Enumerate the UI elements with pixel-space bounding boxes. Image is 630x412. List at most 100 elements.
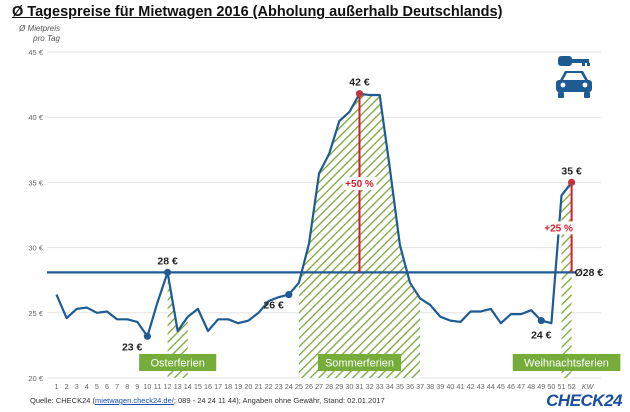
holiday-label-bg <box>317 354 402 371</box>
x-tick-label: 47 <box>517 382 525 391</box>
x-tick-label: 11 <box>154 382 161 391</box>
x-tick-label: 13 <box>174 382 182 391</box>
delta-label: +50 % <box>345 179 374 190</box>
x-tick-label: 31 <box>356 382 364 391</box>
x-tick-label: 38 <box>426 382 434 391</box>
x-tick-label: 35 <box>396 382 404 391</box>
holiday-labels: Osterferien Sommerferien Weihnachtsferien <box>139 354 621 371</box>
x-tick-label: 42 <box>467 382 475 391</box>
data-label: 26 € <box>263 300 284 312</box>
x-tick-label: 34 <box>386 382 394 391</box>
x-tick-label: 9 <box>135 382 139 391</box>
x-tick-label: 3 <box>75 382 79 391</box>
data-point-marker <box>355 90 364 98</box>
y-axis-label: Ø Mietpreis pro Tag <box>8 24 60 44</box>
data-point-marker <box>568 178 576 186</box>
data-label: 28 € <box>157 255 178 267</box>
source-link[interactable]: mietwagen.check24.de/ <box>95 396 174 405</box>
x-tick-label: 32 <box>366 382 374 391</box>
annotations: 23 € 28 € 26 € 42 € 24 € 35 € <box>122 77 582 354</box>
key-icon <box>558 56 590 66</box>
x-tick-label: 20 <box>244 382 252 391</box>
data-label: 23 € <box>122 341 143 353</box>
y-axis-label-line2: pro Tag <box>33 34 60 43</box>
x-tick-label: 12 <box>164 382 172 391</box>
holiday-label: Osterferien <box>150 358 204 370</box>
x-tick-label: 48 <box>527 382 535 391</box>
source-note: Quelle: CHECK24 (mietwagen.check24.de/; … <box>30 396 385 405</box>
x-tick-label: 51 <box>558 382 566 391</box>
x-tick-label: 39 <box>436 382 444 391</box>
x-tick-label: 16 <box>204 382 212 391</box>
x-unit-label: KW <box>582 382 595 391</box>
delta-markers: +50 % +25 % <box>342 93 576 273</box>
x-tick-label: 36 <box>406 382 414 391</box>
x-tick-label: 37 <box>416 382 424 391</box>
x-tick-label: 23 <box>275 382 283 391</box>
x-tick-label: 18 <box>224 382 232 391</box>
x-tick-label: 27 <box>315 382 323 391</box>
x-tick-label: 4 <box>85 382 89 391</box>
x-tick-label: 6 <box>105 382 109 391</box>
x-tick-label: 41 <box>457 382 465 391</box>
x-tick-label: 8 <box>125 382 129 391</box>
y-axis-label-line1: Ø Mietpreis <box>19 24 60 33</box>
average-label: Ø28 € <box>575 267 604 279</box>
x-tick-label: 52 <box>568 382 576 391</box>
data-point-marker <box>285 290 293 299</box>
holiday-label: Weihnachtsferien <box>524 358 609 370</box>
x-tick-label: 14 <box>184 382 192 391</box>
x-tick-label: 25 <box>295 382 303 391</box>
x-tick-labels: 1 2 3 4 5 6 7 8 9 10 11 12 13 14 15 16 17 18 19 20 21 22 23 24 2… <box>55 382 595 391</box>
x-tick-label: 15 <box>194 382 202 391</box>
car-icon <box>556 71 592 98</box>
holiday-area <box>561 182 572 378</box>
chart-title: Ø Tagespreise für Mietwagen 2016 (Abholu… <box>12 4 503 20</box>
data-label: 24 € <box>531 330 552 342</box>
price-series <box>55 92 573 338</box>
holiday-label-bg <box>139 354 217 371</box>
average-line-group: Ø28 € <box>47 267 603 279</box>
data-label: 35 € <box>561 165 582 177</box>
y-tick-label: 20 € <box>28 374 43 383</box>
price-line <box>55 92 573 338</box>
x-tick-label: 46 <box>507 382 515 391</box>
data-point-marker <box>164 268 172 276</box>
x-tick-label: 5 <box>95 382 99 391</box>
source-suffix: ; 089 - 24 24 11 44); Angaben ohne Gewäh… <box>173 396 385 405</box>
y-tick-label: 25 € <box>28 309 43 318</box>
y-tick-label: 30 € <box>28 244 43 253</box>
check24-logo: CHECK24 <box>546 391 622 410</box>
x-tick-label: 28 <box>325 382 333 391</box>
x-tick-label: 45 <box>497 382 505 391</box>
x-tick-label: 1 <box>55 382 59 391</box>
x-tick-label: 17 <box>214 382 222 391</box>
x-tick-label: 44 <box>487 382 495 391</box>
data-label: 42 € <box>349 77 370 89</box>
y-tick-labels: 20 € 25 € 30 € 35 € 40 € 45 € <box>28 48 43 383</box>
holiday-label: Sommerferien <box>325 358 394 370</box>
y-tick-label: 35 € <box>28 178 43 187</box>
delta-label-bg <box>541 221 576 235</box>
x-tick-label: 29 <box>335 382 343 391</box>
x-tick-label: 22 <box>265 382 273 391</box>
holiday-label-bg <box>512 354 621 371</box>
data-point-marker <box>537 317 545 325</box>
x-tick-label: 19 <box>234 382 242 391</box>
delta-label: +25 % <box>544 223 573 234</box>
x-tick-label: 40 <box>446 382 454 391</box>
x-tick-label: 7 <box>115 382 119 391</box>
source-prefix: Quelle: CHECK24 ( <box>30 396 96 405</box>
y-tick-label: 45 € <box>28 48 43 57</box>
delta-label-bg <box>342 177 377 191</box>
data-point-marker <box>143 332 151 340</box>
y-tick-label: 40 € <box>28 113 43 122</box>
x-tick-label: 49 <box>537 382 545 391</box>
holiday-areas <box>167 93 572 378</box>
x-tick-label: 10 <box>143 382 151 391</box>
holiday-area <box>167 272 188 378</box>
x-tick-label: 24 <box>285 382 293 391</box>
x-tick-label: 33 <box>376 382 384 391</box>
x-tick-label: 30 <box>345 382 353 391</box>
